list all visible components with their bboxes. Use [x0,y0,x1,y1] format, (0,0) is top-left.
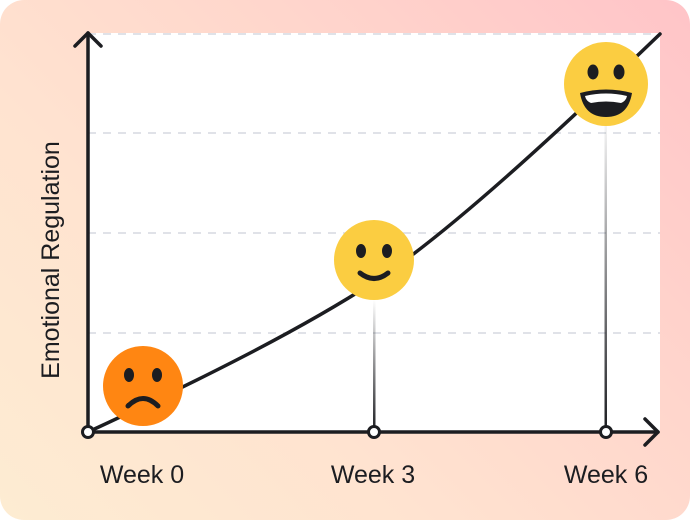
x-label-week-0: Week 0 [100,461,184,489]
grin-face-icon [564,42,648,126]
x-label-week-6: Week 6 [564,461,648,489]
stem-week-6 [604,110,607,432]
point-week-0 [81,425,95,439]
y-axis-arrow-icon [73,31,103,48]
point-week-6 [599,425,613,439]
slight-smile-face-icon [334,220,414,300]
x-axis-arrow-icon [643,417,660,447]
x-label-week-3: Week 3 [331,461,415,489]
stem-week-3 [373,300,376,432]
y-axis-label: Emotional Regulation [37,141,65,379]
point-week-3 [367,425,381,439]
sad-face-icon [103,346,183,426]
y-axis [73,31,103,434]
